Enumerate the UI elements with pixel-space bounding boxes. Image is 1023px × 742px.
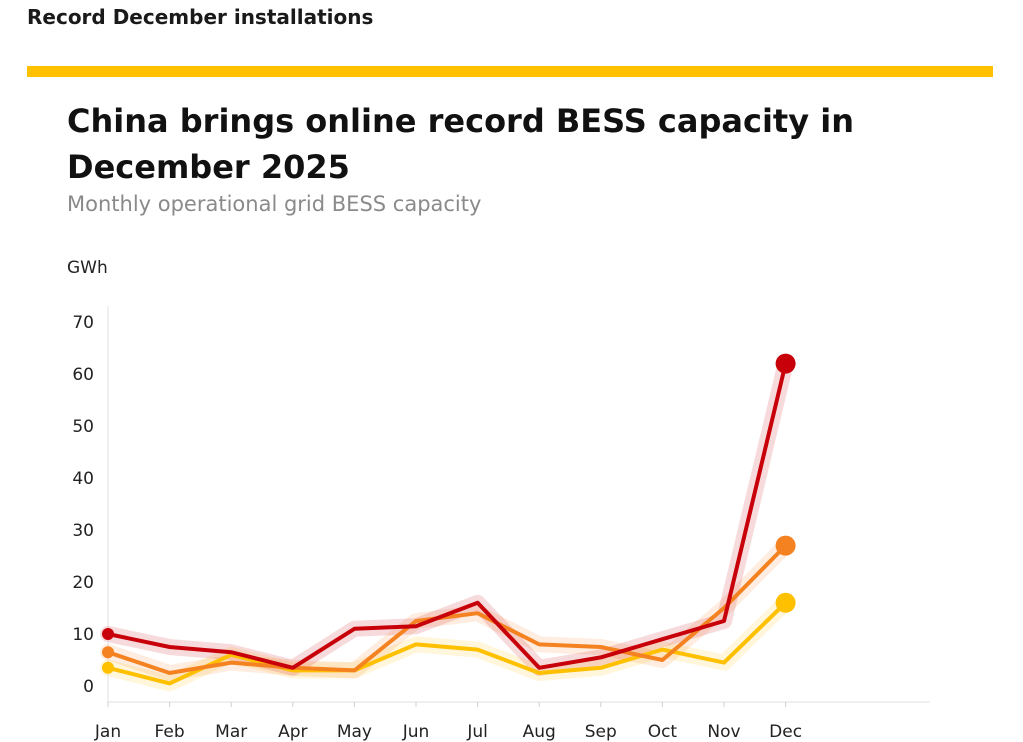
x-tick-label: Apr — [278, 722, 307, 742]
x-tick-label: Oct — [648, 722, 678, 742]
x-tick-label: Nov — [707, 722, 740, 742]
x-tick-label: Mar — [215, 722, 247, 742]
series-glow-layer — [100, 355, 794, 692]
series-end-marker-3 — [775, 353, 796, 374]
series-line-3 — [106, 361, 788, 670]
x-tick-label: Jul — [466, 722, 488, 742]
chart-subtitle: Monthly operational grid BESS capacity — [67, 192, 482, 216]
x-tick-label: Jan — [94, 722, 121, 742]
y-tick-label: 70 — [72, 313, 94, 333]
series-start-marker-3 — [102, 628, 114, 640]
y-tick-label: 0 — [83, 677, 94, 697]
accent-bar — [27, 66, 993, 77]
series-line-2 — [106, 543, 788, 675]
x-tick-label: Aug — [523, 722, 556, 742]
x-tick-label: May — [337, 722, 372, 742]
y-tick-label: 10 — [72, 625, 94, 645]
series-start-marker-1 — [102, 661, 114, 674]
chart-title: China brings online record BESS capacity… — [67, 102, 854, 186]
x-tick-label: Sep — [585, 722, 617, 742]
series-glow-3 — [100, 355, 794, 676]
x-tick-label: Dec — [769, 722, 802, 742]
y-tick-label: 30 — [72, 521, 94, 541]
series-end-marker-2 — [775, 535, 796, 556]
series-end-marker-1 — [775, 592, 796, 613]
tick-label-layer: 0 10 20 30 40 50 60 70 Jan Feb Mar Apr May Jun Jul Aug S… — [72, 313, 802, 742]
series-marker-layer — [102, 353, 796, 674]
y-tick-label: 50 — [72, 417, 94, 437]
x-tick-label: Jun — [402, 722, 430, 742]
x-tick-label: Feb — [155, 722, 185, 742]
y-tick-label: 40 — [72, 469, 94, 489]
y-tick-label: 60 — [72, 365, 94, 385]
series-start-marker-2 — [102, 646, 114, 659]
series-line-layer — [106, 361, 788, 686]
y-axis-unit-label: GWh — [67, 258, 108, 278]
section-heading: Record December installations — [27, 5, 374, 29]
y-tick-label: 20 — [72, 573, 94, 593]
